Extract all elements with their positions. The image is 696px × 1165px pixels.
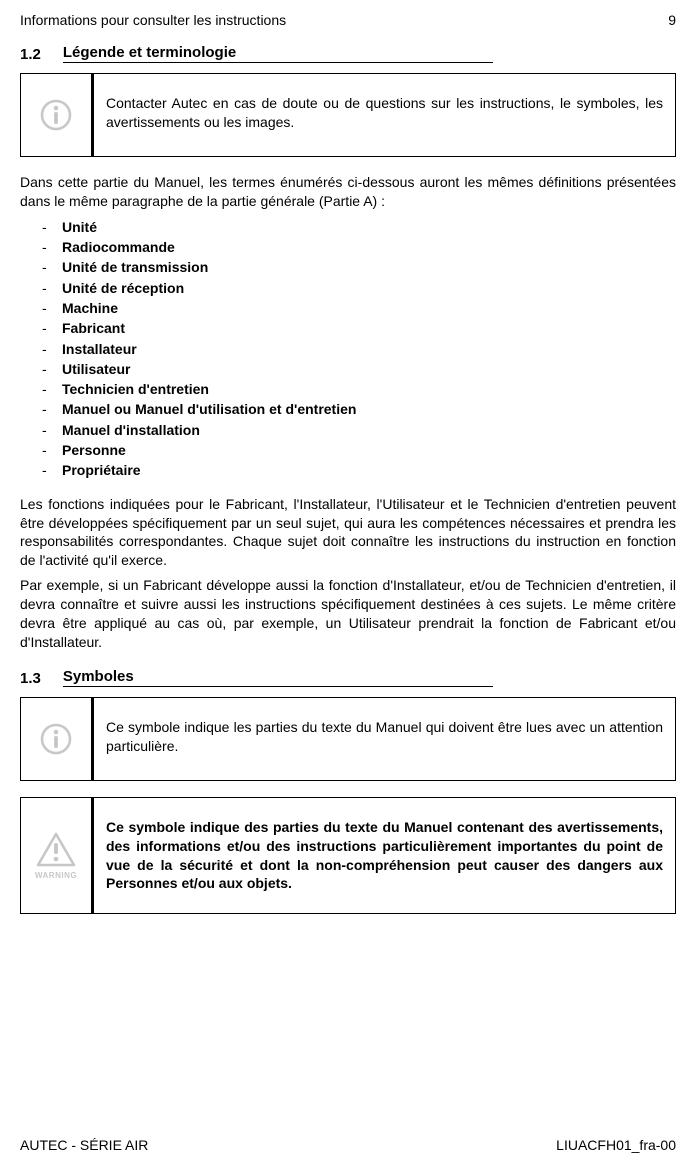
section-title: Légende et terminologie	[63, 44, 493, 63]
paragraph-3: Par exemple, si un Fabricant développe a…	[20, 576, 676, 652]
info-box-1: Contacter Autec en cas de doute ou de qu…	[20, 73, 676, 157]
term-item: Manuel ou Manuel d'utilisation et d'entr…	[48, 399, 676, 419]
intro-paragraph: Dans cette partie du Manuel, les termes …	[20, 173, 676, 211]
term-item: Radiocommande	[48, 237, 676, 257]
warning-icon: WARNING	[21, 798, 94, 914]
footer-left: AUTEC - SÉRIE AIR	[20, 1137, 148, 1153]
page-number: 9	[668, 12, 676, 28]
section-title: Symboles	[63, 668, 493, 687]
section-1-2-heading: 1.2 Légende et terminologie	[20, 44, 676, 63]
term-item: Propriétaire	[48, 460, 676, 480]
term-item: Unité de transmission	[48, 257, 676, 277]
section-number: 1.3	[20, 670, 41, 687]
terms-list: UnitéRadiocommandeUnité de transmissionU…	[20, 217, 676, 481]
term-item: Manuel d'installation	[48, 420, 676, 440]
warning-box: WARNING Ce symbole indique des parties d…	[20, 797, 676, 915]
info-icon	[21, 698, 94, 780]
section-1-3-heading: 1.3 Symboles	[20, 668, 676, 687]
warning-box-text: Ce symbole indique des parties du texte …	[94, 798, 675, 914]
section-number: 1.2	[20, 46, 41, 63]
term-item: Fabricant	[48, 318, 676, 338]
paragraph-2: Les fonctions indiquées pour le Fabrican…	[20, 495, 676, 571]
term-item: Unité	[48, 217, 676, 237]
term-item: Machine	[48, 298, 676, 318]
term-item: Installateur	[48, 339, 676, 359]
footer-right: LIUACFH01_fra-00	[556, 1137, 676, 1153]
info-box-text: Ce symbole indique les parties du texte …	[94, 698, 675, 780]
warning-label: WARNING	[34, 871, 78, 880]
info-icon	[21, 74, 94, 156]
term-item: Unité de réception	[48, 278, 676, 298]
term-item: Personne	[48, 440, 676, 460]
header-left: Informations pour consulter les instruct…	[20, 12, 286, 28]
info-box-2: Ce symbole indique les parties du texte …	[20, 697, 676, 781]
term-item: Technicien d'entretien	[48, 379, 676, 399]
term-item: Utilisateur	[48, 359, 676, 379]
info-box-text: Contacter Autec en cas de doute ou de qu…	[94, 74, 675, 156]
